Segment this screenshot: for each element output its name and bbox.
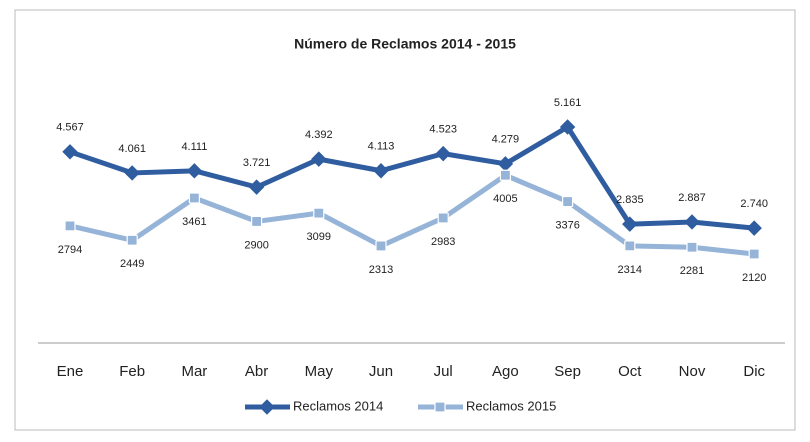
- data-label: 2794: [58, 244, 82, 256]
- data-point: [686, 241, 698, 253]
- data-label: 4.523: [429, 124, 457, 136]
- x-tick-label: Ene: [57, 363, 84, 380]
- legend-marker: [259, 399, 275, 415]
- data-label: 4.567: [56, 122, 84, 134]
- data-label: 2900: [244, 239, 268, 251]
- data-point: [62, 144, 78, 160]
- data-point: [186, 163, 203, 179]
- data-point: [559, 119, 576, 135]
- x-tick-label: Feb: [119, 363, 145, 380]
- data-point: [435, 145, 451, 162]
- chart-title: Número de Reclamos 2014 - 2015: [294, 36, 516, 52]
- data-point: [251, 215, 263, 228]
- x-tick-label: Nov: [679, 363, 706, 380]
- data-label: 2449: [120, 258, 144, 270]
- x-tick-label: Mar: [181, 363, 207, 380]
- data-point: [622, 216, 638, 232]
- data-label: 5.161: [554, 97, 582, 109]
- data-label: 4.111: [181, 141, 207, 153]
- data-label: 2314: [618, 264, 642, 276]
- data-point: [311, 151, 327, 167]
- data-point: [248, 179, 265, 195]
- data-label: 3099: [307, 231, 331, 243]
- data-label: 3376: [555, 219, 579, 231]
- data-label: 4.061: [118, 143, 146, 155]
- data-point: [124, 165, 140, 181]
- data-label: 2120: [742, 272, 766, 284]
- x-tick-label: Dic: [743, 363, 765, 380]
- data-point: [437, 212, 449, 224]
- x-tick-label: May: [305, 363, 334, 380]
- legend-label: Reclamos 2015: [466, 398, 556, 413]
- data-point: [375, 240, 387, 252]
- data-point: [373, 163, 389, 179]
- data-point: [748, 248, 760, 260]
- data-label: 2983: [431, 236, 455, 248]
- data-label: 3.721: [243, 157, 271, 169]
- x-tick-label: Sep: [554, 363, 581, 380]
- series-line: [69, 172, 755, 257]
- x-tick-label: Abr: [245, 363, 268, 380]
- data-label: 3461: [182, 216, 206, 228]
- x-tick-label: Oct: [618, 363, 642, 380]
- data-label: 4.113: [368, 141, 395, 153]
- chart-frame: [14, 9, 796, 431]
- series-line: [69, 124, 755, 231]
- data-point: [624, 240, 636, 252]
- data-label: 4.392: [305, 129, 333, 141]
- data-point: [64, 220, 76, 232]
- data-label: 2281: [680, 265, 704, 277]
- x-tick-label: Jul: [434, 363, 453, 380]
- data-label: 2313: [369, 264, 393, 276]
- data-point: [499, 169, 511, 181]
- data-point: [188, 192, 200, 204]
- data-point: [684, 214, 700, 230]
- data-point: [561, 195, 574, 208]
- data-label: 2.740: [740, 198, 768, 210]
- data-point: [126, 234, 138, 246]
- legend-label: Reclamos 2014: [293, 398, 383, 413]
- data-label: 4.279: [492, 134, 520, 146]
- data-label: 4005: [493, 193, 517, 205]
- data-label: 2.835: [616, 194, 644, 206]
- data-label: 2.887: [678, 192, 706, 204]
- data-point: [313, 207, 325, 219]
- x-tick-label: Ago: [492, 363, 519, 380]
- x-tick-label: Jun: [369, 363, 393, 380]
- data-point: [746, 220, 762, 236]
- legend-marker: [434, 401, 446, 413]
